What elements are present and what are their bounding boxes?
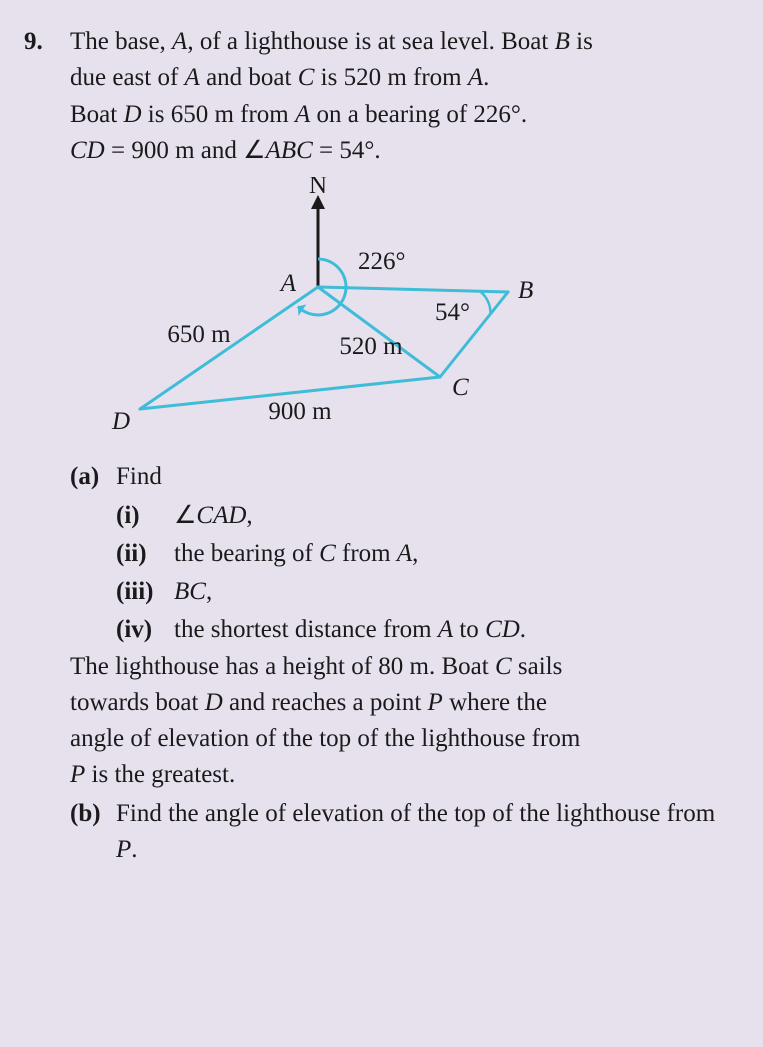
mid-line-4: P is the greatest.: [70, 757, 733, 793]
sub-iii-text: BC,: [174, 574, 733, 610]
mid-paragraph: The lighthouse has a height of 80 m. Boa…: [70, 649, 733, 794]
question-number: 9.: [24, 24, 70, 60]
intro-text: The base, A, of a lighthouse is at sea l…: [70, 24, 733, 169]
part-a-label: (a): [70, 459, 116, 495]
intro-line-3: Boat D is 650 m from A on a bearing of 2…: [70, 97, 733, 133]
sub-iv-text: the shortest distance from A to CD.: [174, 612, 733, 648]
sub-iv: (iv) the shortest distance from A to CD.: [116, 612, 733, 648]
part-a: (a) Find (i) ∠CAD, (ii) the bearing of C…: [70, 459, 733, 648]
parts: (a) Find (i) ∠CAD, (ii) the bearing of C…: [70, 459, 733, 868]
sub-ii: (ii) the bearing of C from A,: [116, 536, 733, 572]
part-b: (b) Find the angle of elevation of the t…: [70, 796, 733, 869]
part-b-text: Find the angle of elevation of the top o…: [116, 796, 733, 869]
intro-line-4: CD = 900 m and ∠ABC = 54°.: [70, 133, 733, 169]
sub-iii: (iii) BC,: [116, 574, 733, 610]
svg-text:520 m: 520 m: [339, 333, 403, 360]
sub-ii-label: (ii): [116, 536, 174, 572]
sub-i-label: (i): [116, 498, 174, 534]
svg-text:D: D: [111, 408, 130, 435]
question-body: The base, A, of a lighthouse is at sea l…: [70, 24, 733, 868]
question-block: 9. The base, A, of a lighthouse is at se…: [24, 24, 733, 868]
svg-text:54°: 54°: [435, 299, 470, 326]
svg-text:A: A: [279, 270, 297, 297]
sub-i-text: ∠CAD,: [174, 498, 733, 534]
part-b-label: (b): [70, 796, 116, 832]
mid-line-2: towards boat D and reaches a point P whe…: [70, 685, 733, 721]
mid-line-3: angle of elevation of the top of the lig…: [70, 721, 733, 757]
svg-text:650 m: 650 m: [167, 321, 231, 348]
intro-line-1: The base, A, of a lighthouse is at sea l…: [70, 24, 733, 60]
part-a-intro: Find: [116, 459, 733, 495]
sub-iv-label: (iv): [116, 612, 174, 648]
part-a-content: Find (i) ∠CAD, (ii) the bearing of C fro…: [116, 459, 733, 648]
sub-ii-text: the bearing of C from A,: [174, 536, 733, 572]
intro-line-2: due east of A and boat C is 520 m from A…: [70, 60, 733, 96]
diagram: N A B C D 226° 54° 650 m 520 m 900 m: [70, 177, 733, 453]
sub-iii-label: (iii): [116, 574, 174, 610]
mid-line-1: The lighthouse has a height of 80 m. Boa…: [70, 649, 733, 685]
svg-text:900 m: 900 m: [268, 398, 332, 425]
svg-text:N: N: [309, 177, 327, 199]
svg-text:C: C: [452, 374, 469, 401]
svg-text:B: B: [518, 277, 533, 304]
sub-i: (i) ∠CAD,: [116, 498, 733, 534]
svg-text:226°: 226°: [358, 248, 406, 275]
